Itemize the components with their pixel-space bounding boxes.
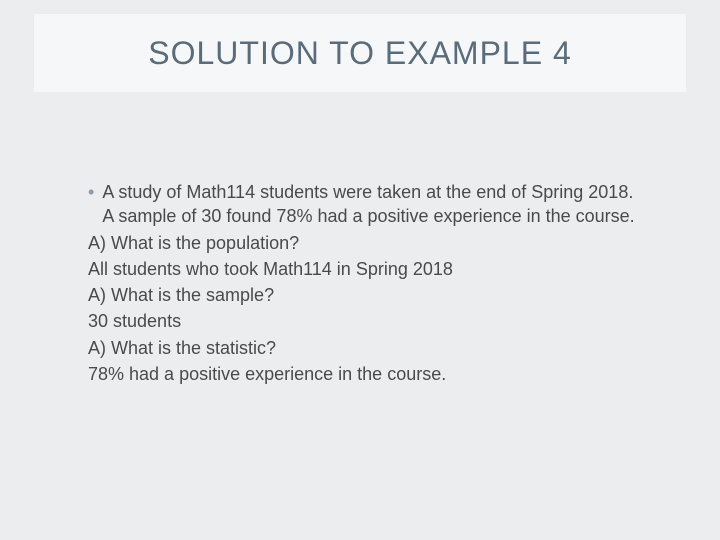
body-line: 30 students <box>88 309 648 333</box>
body-line: A) What is the sample? <box>88 283 648 307</box>
body-line: A) What is the statistic? <box>88 336 648 360</box>
body-line: A) What is the population? <box>88 231 648 255</box>
bullet-intro-text: A study of Math114 students were taken a… <box>102 180 648 229</box>
title-box: SOLUTION TO EXAMPLE 4 <box>34 14 686 92</box>
body-line: 78% had a positive experience in the cou… <box>88 362 648 386</box>
bullet-icon: • <box>88 180 94 204</box>
slide-body: • A study of Math114 students were taken… <box>88 180 648 388</box>
bullet-item: • A study of Math114 students were taken… <box>88 180 648 229</box>
body-line: All students who took Math114 in Spring … <box>88 257 648 281</box>
slide-title: SOLUTION TO EXAMPLE 4 <box>148 35 572 72</box>
